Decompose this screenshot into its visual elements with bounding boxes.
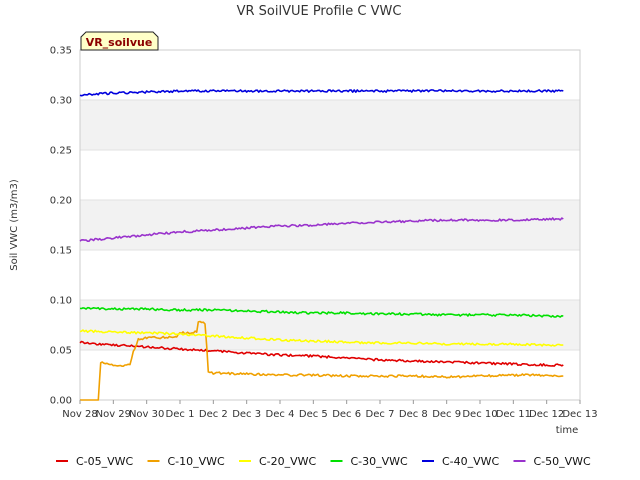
x-tick-label: Nov 28 (62, 409, 97, 420)
legend: C-05_VWC C-10_VWC C-20_VWC C-30_VWC C-40_VWC… (56, 455, 591, 468)
legend-label: C-30_VWC (351, 455, 409, 468)
series-line-C-30_VWC (79, 306, 564, 318)
y-tick-label: 0.20 (50, 196, 72, 207)
x-tick-label: Nov 30 (129, 409, 164, 420)
x-tick-label: Dec 8 (399, 409, 428, 420)
x-tick-label: Dec 2 (199, 409, 228, 420)
y-tick-label: 0.30 (50, 96, 72, 107)
x-tick-label: Dec 3 (232, 409, 261, 420)
legend-label: C-10_VWC (168, 455, 226, 468)
x-tick-label: Dec 7 (366, 409, 395, 420)
x-tick-label: Dec 11 (496, 409, 531, 420)
badge-label: VR_soilvue (86, 36, 153, 49)
x-axis-label: time (556, 425, 579, 436)
y-tick-label: 0.00 (50, 396, 72, 407)
y-axis-label: Soil VWC (m3/m3) (9, 179, 20, 271)
legend-label: C-20_VWC (259, 455, 317, 468)
x-tick-label: Dec 1 (166, 409, 195, 420)
series-line-C-05_VWC (79, 340, 564, 367)
y-tick-label: 0.10 (50, 296, 72, 307)
x-tick-label: Dec 9 (432, 409, 461, 420)
x-tick-label: Dec 10 (462, 409, 497, 420)
x-tick-label: Dec 12 (529, 409, 564, 420)
y-tick-label: 0.35 (50, 46, 72, 57)
badge-box (80, 31, 159, 51)
legend-label: C-05_VWC (76, 455, 134, 468)
chart-title: VR SoilVUE Profile C VWC (237, 4, 402, 19)
x-tick-label: Nov 29 (96, 409, 131, 420)
series-line-C-40_VWC (79, 89, 564, 97)
x-tick-label: Dec 13 (562, 409, 597, 420)
x-tick-label: Dec 5 (299, 409, 328, 420)
series-line-C-10_VWC (80, 320, 564, 401)
y-tick-label: 0.05 (50, 346, 72, 357)
legend-label: C-40_VWC (442, 455, 500, 468)
grid-band (80, 100, 580, 150)
y-tick-label: 0.25 (50, 146, 72, 157)
legend-label: C-50_VWC (534, 455, 592, 468)
series-line-C-20_VWC (79, 329, 564, 347)
plot-area (79, 49, 581, 401)
badge: VR_soilvue (80, 31, 159, 51)
x-tick-label: Dec 4 (266, 409, 295, 420)
x-tick-label: Dec 6 (332, 409, 361, 420)
y-tick-label: 0.15 (50, 246, 72, 257)
series-line-C-50_VWC (79, 217, 564, 242)
